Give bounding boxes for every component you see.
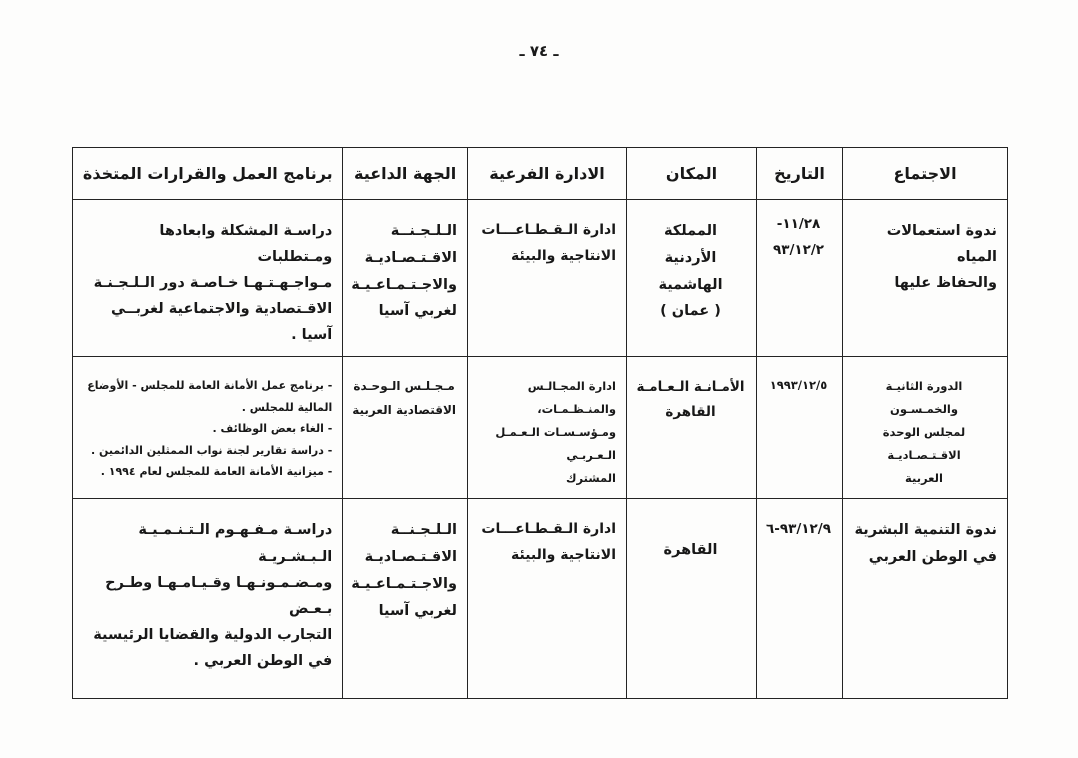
cell-work-program: - برنامج عمل الأمانة العامة للمجلس - الأ… [72,356,344,500]
col-header-inviting: الجهة الداعية [342,147,468,200]
cell-inviting-body: مـجـلـس الـوحـدة الاقتصادية العربية [342,356,468,500]
table-row: ندوة استعمالات المياه والحفاظ عليها -١١/… [72,198,1008,358]
cell-inviting-body: الـلـجـنــة الاقـتـصـاديـة والاجـتـمـاعـ… [342,198,468,358]
cell-place: القاهرة [626,498,757,700]
col-header-date: التاريخ [756,147,843,200]
cell-meeting: ندوة استعمالات المياه والحفاظ عليها [842,198,1008,358]
cell-sub-admin: ادارة الـقـطـاعـــات الانتاجية والبيئة [467,498,627,700]
cell-meeting: الدورة الثانيـة والخمـسـون لمجلس الوحدة … [842,356,1008,500]
cell-work-program: دراسـة المشكلة وابعادها ومـتطلبات مـواجـ… [72,198,344,358]
page-number: ـ ٧٤ ـ [519,42,559,60]
cell-date: ٩٣/١٢/٩-٦ [756,498,843,700]
cell-date: -١١/٢٨ ٩٣/١٢/٢ [756,198,843,358]
col-header-meeting: الاجتماع [842,147,1008,200]
meetings-table: الاجتماع التاريخ المكان الادارة الفرعية … [72,147,1008,700]
cell-date: ١٩٩٣/١٢/٥ [756,356,843,500]
table-row: الدورة الثانيـة والخمـسـون لمجلس الوحدة … [72,356,1008,500]
cell-place: المملكة الأردنية الهاشمية ( عمان ) [626,198,757,358]
table-row: ندوة التنمية البشرية في الوطن العربي ٩٣/… [72,498,1008,700]
cell-meeting: ندوة التنمية البشرية في الوطن العربي [842,498,1008,700]
cell-work-program: دراسـة مـفـهـوم الـتـنـمـيـة الـبـشـريـة… [72,498,344,700]
cell-place: الأمـانـة الـعـامـة القاهرة [626,356,757,500]
col-header-place: المكان [626,147,757,200]
cell-sub-admin: ادارة الـقـطـاعـــات الانتاجية والبيئة [467,198,627,358]
col-header-subadmin: الادارة الفرعية [467,147,627,200]
cell-sub-admin: ادارة المجـالـس والمنـظـمـات، ومـؤسـسـات… [467,356,627,500]
header-row: الاجتماع التاريخ المكان الادارة الفرعية … [72,147,1008,200]
cell-inviting-body: الـلـجـنــة الاقـتـصـاديـة والاجـتـمـاعـ… [342,498,468,700]
col-header-program: برنامج العمل والقرارات المتخذة [72,147,344,200]
